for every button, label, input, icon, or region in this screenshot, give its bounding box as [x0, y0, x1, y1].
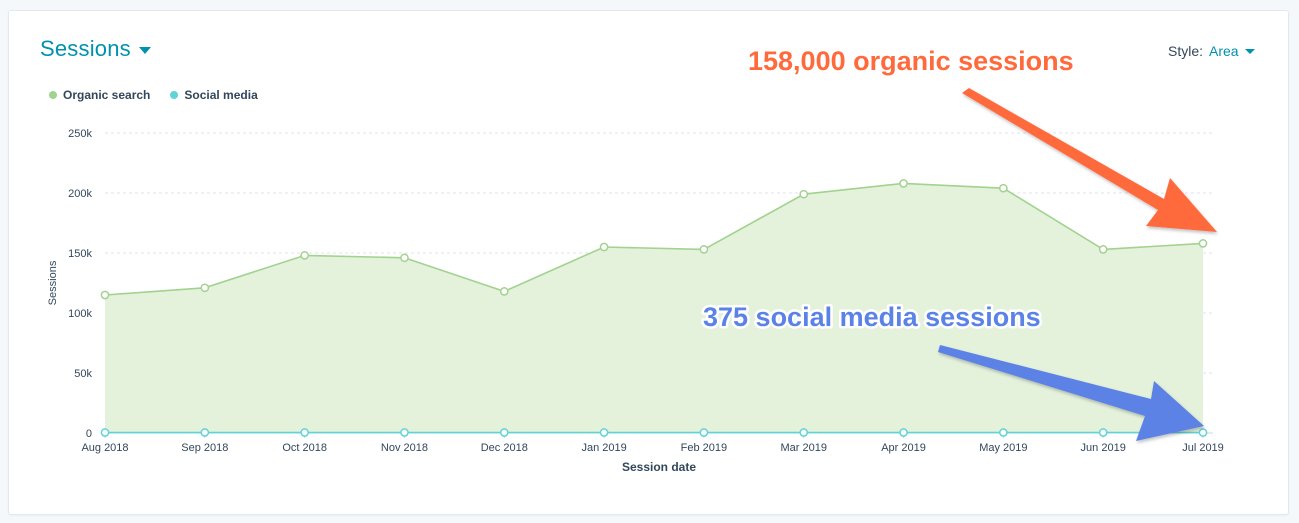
organic-data-point: [400, 253, 409, 263]
social-data-point: [599, 428, 609, 437]
blue-arrow-icon: [938, 345, 1204, 441]
x-tick-label: Jun 2019: [1081, 442, 1126, 454]
organic-data-point: [1198, 239, 1208, 248]
plot-area: [100, 179, 1208, 437]
social-data-point: [799, 428, 809, 437]
chevron-down-icon: [1244, 48, 1255, 54]
y-axis-title: Sessions: [47, 260, 59, 305]
y-tick-label: 250k: [68, 128, 92, 140]
chevron-down-icon: [138, 46, 151, 54]
style-dropdown[interactable]: Area: [1209, 43, 1255, 59]
sessions-dropdown[interactable]: Sessions: [40, 36, 151, 62]
chart-title: Sessions: [40, 36, 131, 61]
social-data-point: [899, 428, 908, 437]
annotation-social-text: 375 social media sessions: [703, 302, 1041, 332]
organic-data-point: [799, 189, 809, 199]
social-data-point: [100, 428, 110, 437]
social-data-point: [499, 428, 509, 437]
legend-dot-organic: [49, 91, 57, 99]
organic-data-point: [599, 242, 609, 252]
organic-data-point: [100, 290, 110, 300]
social-data-point: [200, 428, 210, 437]
x-tick-label: Nov 2018: [381, 442, 428, 454]
organic-data-point: [899, 179, 908, 188]
legend-item-organic-search[interactable]: Organic search: [49, 88, 150, 102]
annotation-organic: 158,000 organic sessions: [746, 44, 1217, 232]
legend-label-social: Social media: [184, 88, 258, 102]
x-tick-label: Oct 2018: [282, 442, 327, 454]
style-value: Area: [1209, 43, 1239, 59]
x-tick-label: Mar 2019: [780, 442, 826, 454]
x-tick-label: Apr 2019: [881, 442, 926, 454]
organic-data-point: [499, 287, 509, 296]
x-tick-label: Sep 2018: [181, 442, 228, 454]
orange-arrow-icon: [962, 88, 1217, 232]
x-tick-label: Jul 2019: [1182, 442, 1224, 454]
organic-data-point: [300, 251, 309, 260]
legend-label-organic: Organic search: [63, 88, 151, 102]
organic-data-point: [1098, 245, 1108, 254]
y-axis: 0 50k 100k 150k 200k 250k: [68, 128, 92, 440]
organic-data-point: [699, 245, 709, 254]
annotation-organic-text: 158,000 organic sessions: [748, 46, 1074, 76]
y-tick-label: 100k: [68, 308, 92, 320]
x-tick-label: Jan 2019: [581, 442, 626, 454]
social-data-point: [699, 428, 709, 437]
social-data-point: [999, 428, 1008, 437]
chart-legend: Organic search Social media: [49, 88, 258, 102]
social-data-point: [1198, 428, 1208, 437]
organic-series-line: [104, 182, 1204, 296]
y-tick-label: 0: [86, 428, 92, 440]
social-data-point: [1098, 428, 1108, 437]
y-tick-label: 150k: [68, 248, 92, 260]
legend-item-social-media[interactable]: Social media: [170, 88, 258, 102]
legend-dot-social: [170, 91, 179, 99]
x-axis: Aug 2018 Sep 2018 Oct 2018 Nov 2018 Dec 2018…: [81, 433, 1224, 454]
social-data-point: [300, 428, 309, 437]
x-axis-title: Session date: [622, 460, 696, 474]
social-data-point: [400, 428, 409, 437]
style-label: Style:: [1168, 43, 1204, 59]
organic-area-fill: [105, 183, 1203, 433]
y-tick-label: 200k: [68, 188, 92, 200]
x-tick-label: Aug 2018: [81, 442, 128, 454]
organic-data-point: [999, 183, 1008, 193]
style-selector: Style: Area: [1168, 43, 1255, 59]
x-tick-label: May 2019: [979, 442, 1027, 454]
x-tick-label: Dec 2018: [481, 442, 528, 454]
annotation-social: 375 social media sessions: [701, 300, 1204, 441]
organic-data-point: [200, 283, 210, 293]
y-tick-label: 50k: [74, 368, 92, 380]
x-tick-label: Feb 2019: [681, 442, 727, 454]
